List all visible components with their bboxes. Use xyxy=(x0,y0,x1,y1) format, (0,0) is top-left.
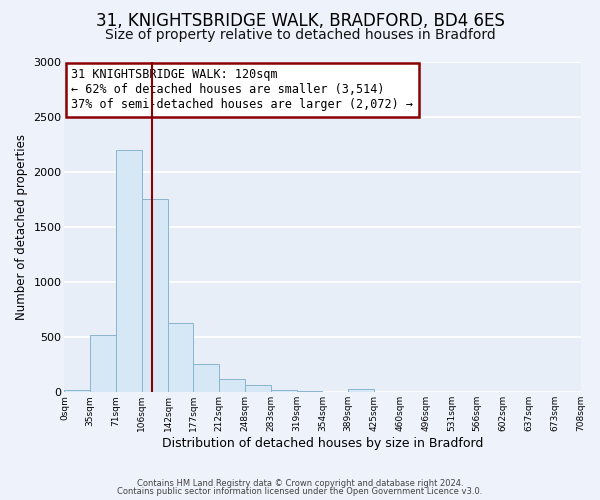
Bar xyxy=(219,378,245,392)
Text: Size of property relative to detached houses in Bradford: Size of property relative to detached ho… xyxy=(104,28,496,42)
Bar xyxy=(142,200,168,392)
Bar xyxy=(168,323,193,392)
Text: 31 KNIGHTSBRIDGE WALK: 120sqm
← 62% of detached houses are smaller (3,514)
37% o: 31 KNIGHTSBRIDGE WALK: 120sqm ← 62% of d… xyxy=(71,68,413,112)
Bar xyxy=(297,391,322,392)
Bar xyxy=(64,390,90,392)
Bar xyxy=(116,150,142,392)
Text: Contains public sector information licensed under the Open Government Licence v3: Contains public sector information licen… xyxy=(118,487,482,496)
X-axis label: Distribution of detached houses by size in Bradford: Distribution of detached houses by size … xyxy=(162,437,483,450)
Text: 31, KNIGHTSBRIDGE WALK, BRADFORD, BD4 6ES: 31, KNIGHTSBRIDGE WALK, BRADFORD, BD4 6E… xyxy=(95,12,505,30)
Text: Contains HM Land Registry data © Crown copyright and database right 2024.: Contains HM Land Registry data © Crown c… xyxy=(137,478,463,488)
Y-axis label: Number of detached properties: Number of detached properties xyxy=(15,134,28,320)
Bar xyxy=(271,390,297,392)
Bar xyxy=(348,389,374,392)
Bar xyxy=(90,335,116,392)
Bar xyxy=(245,384,271,392)
Bar xyxy=(193,364,219,392)
